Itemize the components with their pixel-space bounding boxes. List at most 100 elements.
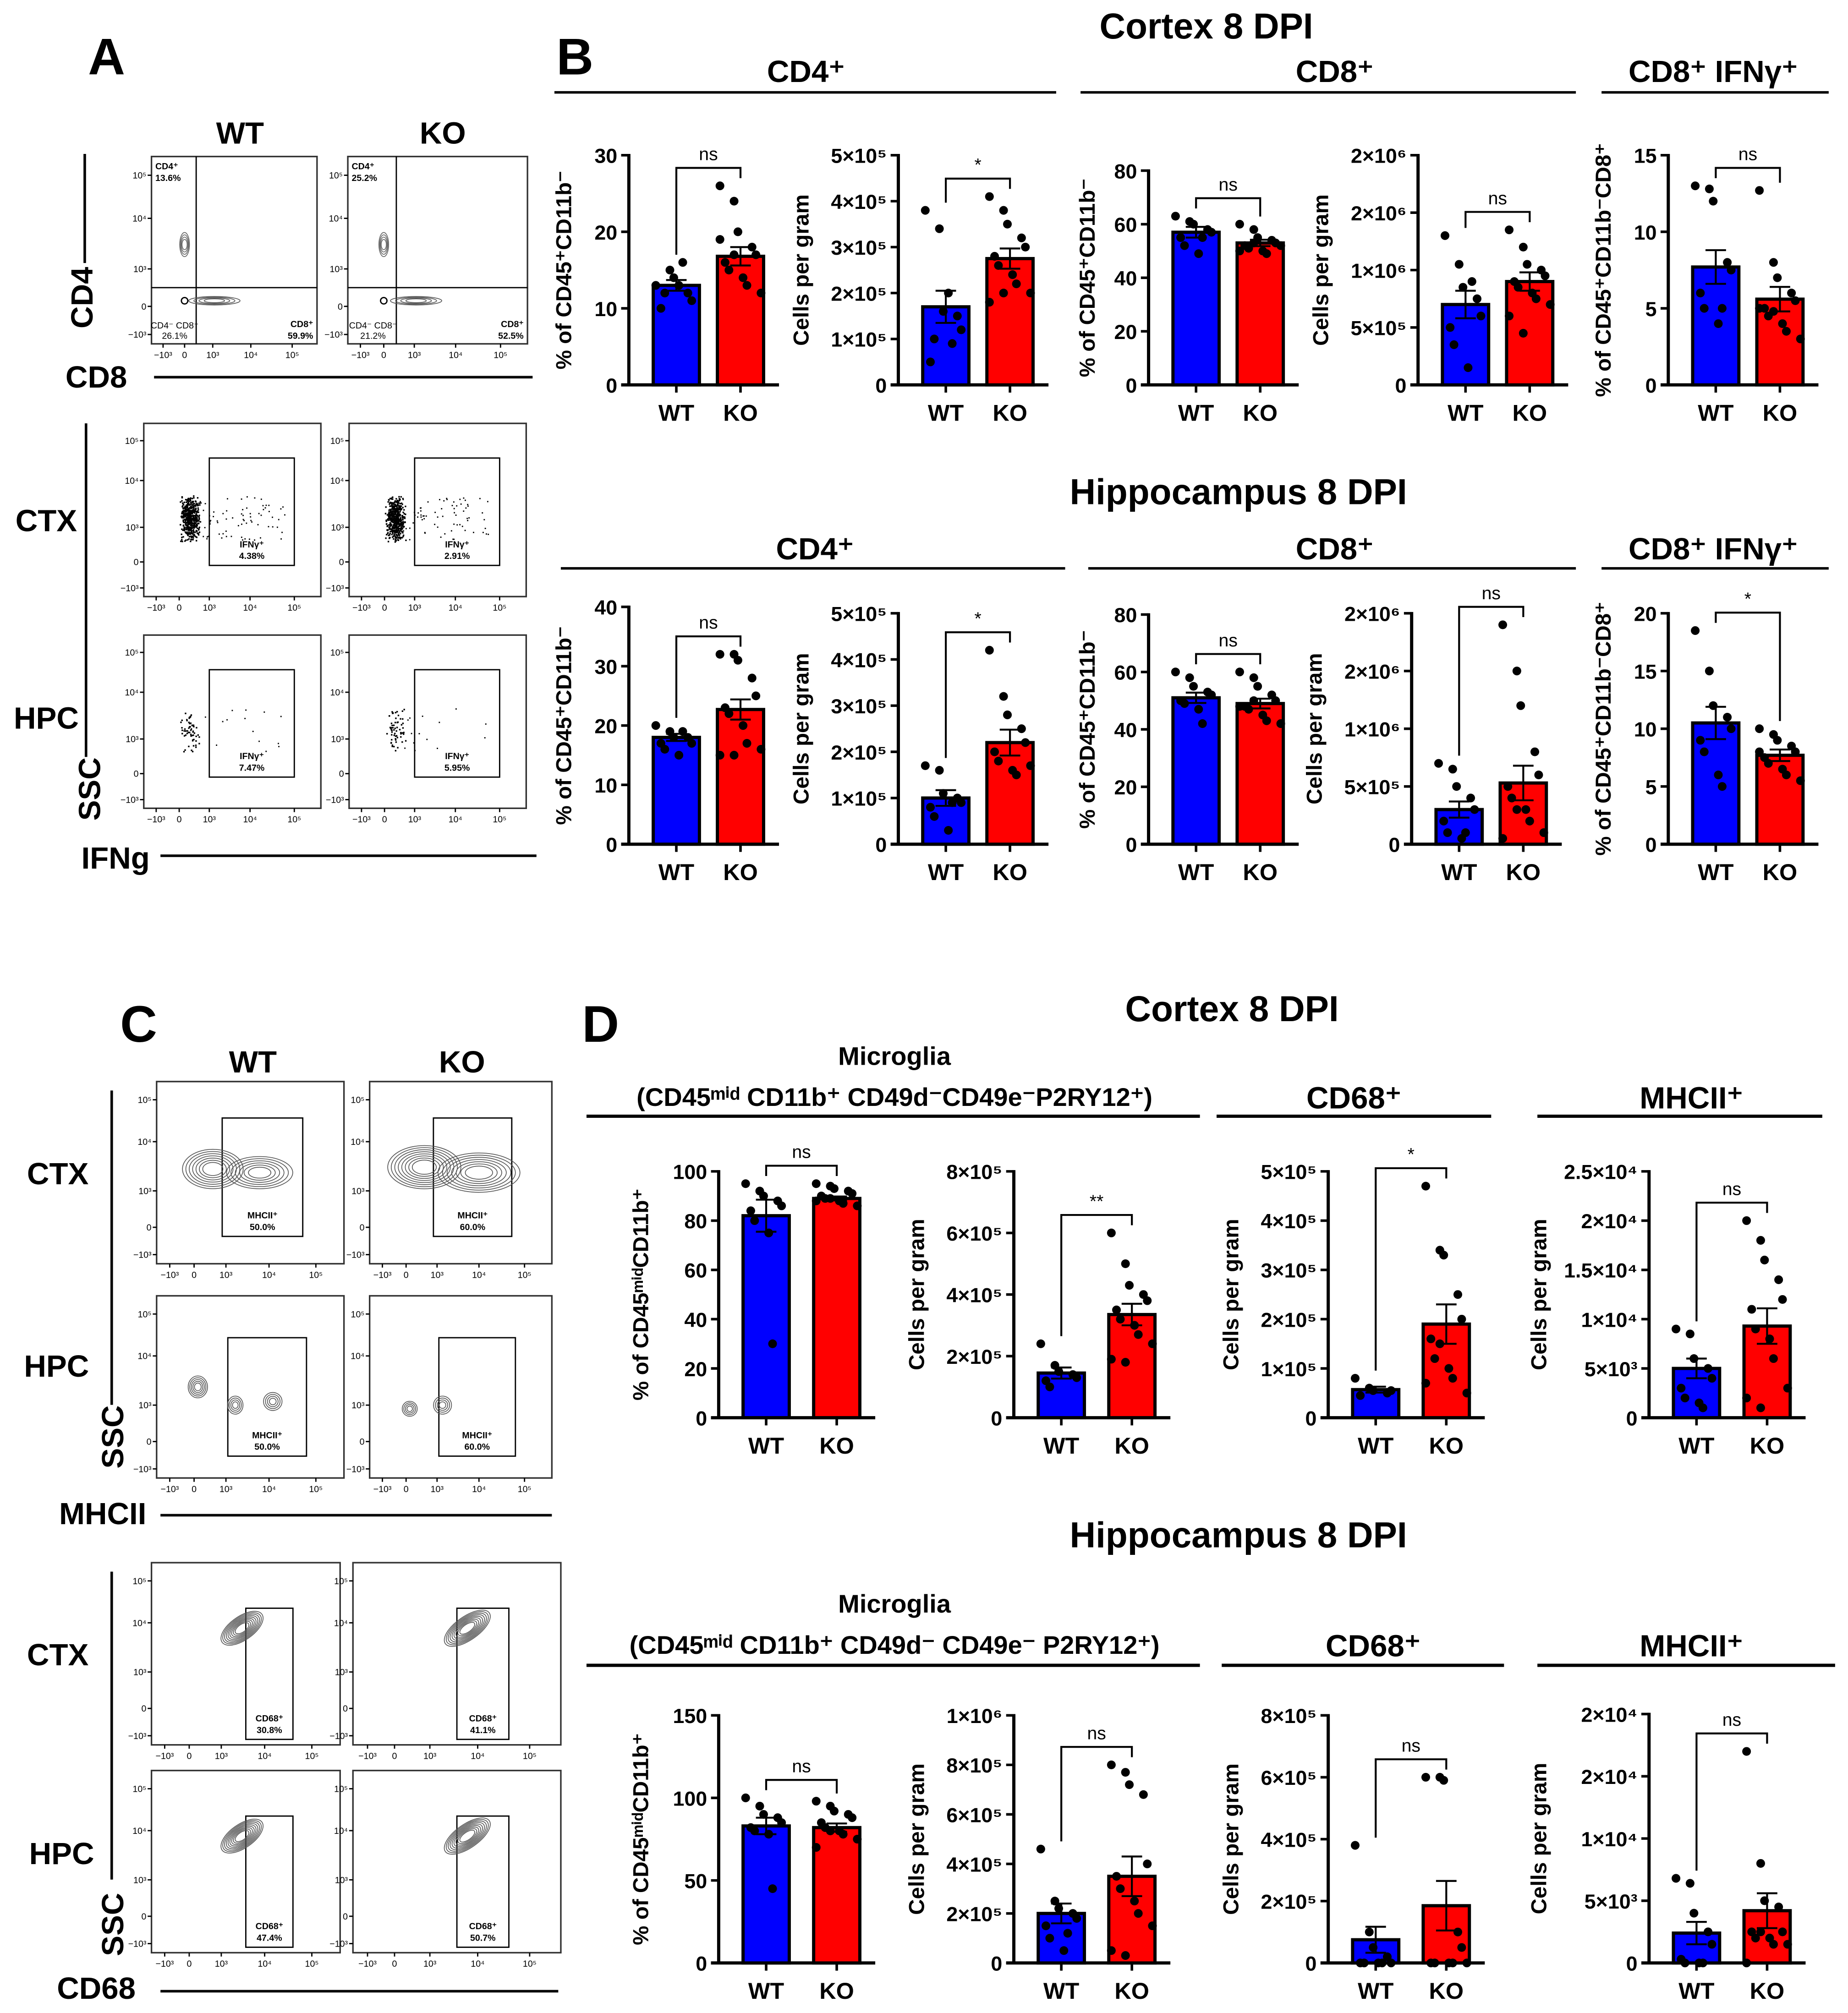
event-dot <box>190 500 192 502</box>
wt-data-point <box>1691 626 1700 635</box>
flow-y-tick-label: 10⁴ <box>125 476 138 486</box>
event-dot <box>391 516 394 518</box>
event-dot <box>391 511 393 513</box>
gate-percent-dn: 26.1% <box>162 331 187 341</box>
wt-data-point <box>1723 258 1732 267</box>
flow-x-tick-label: 0 <box>177 815 182 825</box>
contour-line <box>446 1819 489 1853</box>
event-dot <box>434 524 436 525</box>
group-label-mhcii: MHCII⁺ <box>1640 1629 1743 1663</box>
contour-line <box>446 1611 489 1646</box>
event-dot <box>396 507 398 509</box>
event-dot <box>217 522 219 524</box>
event-dot <box>185 522 186 524</box>
event-dot <box>186 514 187 516</box>
event-dot <box>424 532 426 534</box>
ko-data-point <box>848 1813 857 1822</box>
contour-dn <box>380 297 388 305</box>
event-dot <box>394 510 395 512</box>
event-dot <box>183 512 185 514</box>
flow-x-tick-label: 0 <box>381 350 386 360</box>
event-dot <box>182 513 184 514</box>
ko-data-point <box>1021 738 1030 747</box>
ko-data-point <box>1765 1334 1774 1344</box>
event-dot <box>194 531 196 533</box>
event-dot <box>400 502 403 504</box>
event-dot <box>399 498 401 500</box>
event-dot <box>398 537 400 539</box>
wt-data-point <box>953 312 962 321</box>
event-dot <box>414 514 416 516</box>
event-dot <box>394 531 396 533</box>
y-tick-label: 2×10⁶ <box>1344 602 1400 625</box>
y-tick-label: 2×10⁵ <box>831 282 887 305</box>
y-axis-label: % of CD45⁺CD11b⁻ <box>552 626 576 825</box>
gate-label-cd4: CD4⁺ <box>351 162 374 172</box>
event-dot <box>182 503 185 506</box>
event-dot <box>185 712 186 714</box>
y-tick-label: 2×10⁵ <box>1261 1890 1317 1913</box>
gate-percent: 50.0% <box>254 1442 280 1452</box>
event-dot <box>397 511 400 513</box>
y-tick-label: 80 <box>684 1210 707 1233</box>
y-tick-label: 4×10⁵ <box>831 649 887 672</box>
flow-x-tick-label: 10³ <box>203 815 216 825</box>
event-dot <box>390 528 392 531</box>
event-dot <box>398 514 400 517</box>
event-dot <box>189 509 191 511</box>
ko-data-point <box>724 265 734 275</box>
event-dot <box>446 498 448 499</box>
flow-y-tick-label: 10⁴ <box>132 1826 146 1836</box>
y-axis-label: % of CD45⁺CD11b⁻ <box>552 171 576 370</box>
flow-y-axis-label: SSC <box>96 1405 130 1468</box>
event-dot <box>197 503 198 505</box>
ko-data-point <box>1791 296 1800 305</box>
event-dot <box>403 733 405 735</box>
wt-data-point <box>1698 1958 1707 1968</box>
event-dot <box>192 516 194 519</box>
ko-x-label: KO <box>723 859 758 885</box>
event-dot <box>417 516 419 518</box>
flow-x-tick-label: 10⁴ <box>244 350 258 360</box>
ko-data-point <box>1756 1236 1765 1245</box>
flow-plot-frame <box>347 155 528 345</box>
event-dot <box>189 507 191 509</box>
event-dot <box>192 519 194 520</box>
event-dot <box>210 520 212 521</box>
event-dot <box>388 517 390 519</box>
event-dot <box>395 518 396 520</box>
event-dot <box>400 536 402 539</box>
event-dot <box>181 496 183 498</box>
event-dot <box>193 534 195 536</box>
ko-data-point <box>1276 241 1285 250</box>
event-dot <box>396 525 398 526</box>
contour-cd8 <box>400 297 432 304</box>
event-dot <box>394 508 395 509</box>
event-dot <box>189 726 191 728</box>
event-dot <box>190 528 192 530</box>
wt-data-point <box>777 1201 786 1210</box>
significance-label: ns <box>1738 145 1757 164</box>
wt-data-point <box>935 224 944 233</box>
contour-line <box>243 1165 276 1181</box>
event-dot <box>405 505 406 508</box>
event-dot <box>196 536 198 538</box>
event-dot <box>397 525 400 528</box>
wt-data-point <box>1709 701 1718 710</box>
event-dot <box>400 526 402 528</box>
contour-line <box>222 1612 262 1644</box>
event-dot <box>388 513 389 515</box>
wt-data-point <box>944 826 953 835</box>
event-dot <box>393 531 395 532</box>
ko-data-point <box>1756 1403 1765 1412</box>
event-dot <box>192 511 194 513</box>
ko-data-point <box>1435 1339 1444 1348</box>
event-dot <box>190 735 192 737</box>
wt-x-label: WT <box>1678 1978 1715 2004</box>
wt-data-point <box>1171 667 1180 677</box>
contour-line <box>269 1398 277 1406</box>
